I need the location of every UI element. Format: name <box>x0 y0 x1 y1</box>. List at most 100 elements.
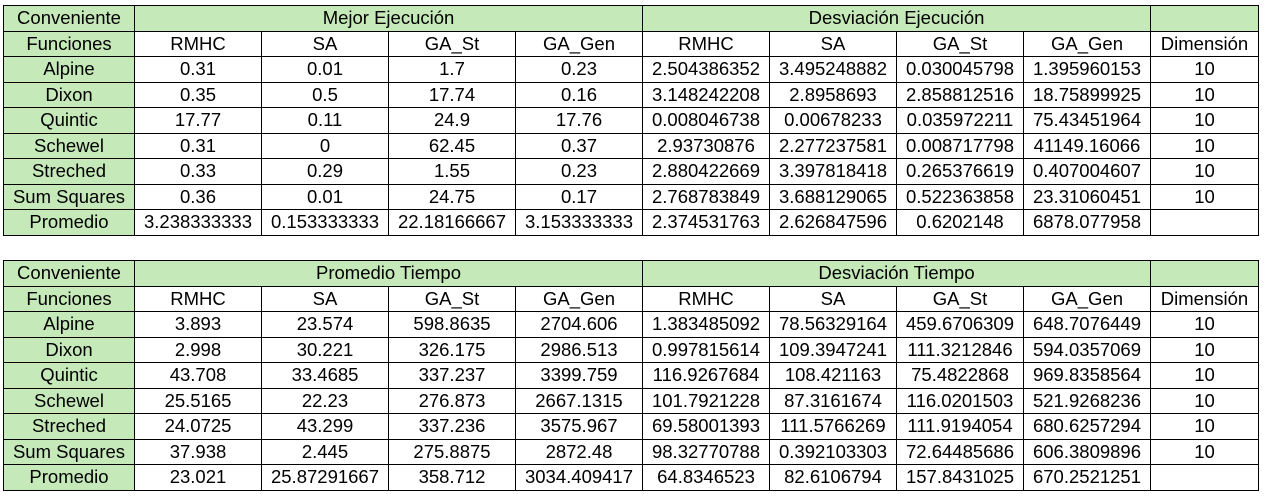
column-header: GA_Gen <box>515 30 643 57</box>
data-cell: 22.23 <box>261 387 389 414</box>
results-table-time: Conveniente Promedio Tiempo Desviación Tie… <box>3 260 1259 491</box>
data-cell: 87.3161674 <box>769 387 897 414</box>
row-label: Streched <box>3 158 135 185</box>
row-header-label: Funciones <box>3 285 135 312</box>
data-cell: 10 <box>1150 183 1259 210</box>
data-cell: 2.445 <box>261 438 389 465</box>
row-label: Sum Squares <box>3 438 135 465</box>
data-cell: 10 <box>1150 81 1259 108</box>
data-cell: 670.2521251 <box>1023 464 1151 491</box>
data-cell: 82.6106794 <box>769 464 897 491</box>
data-cell: 0.37 <box>515 132 643 159</box>
data-cell: 17.76 <box>515 107 643 134</box>
data-cell: 1.383485092 <box>642 311 770 338</box>
data-cell: 0.997815614 <box>642 336 770 363</box>
data-cell: 3.495248882 <box>769 56 897 83</box>
data-cell: 2.374531763 <box>642 209 770 236</box>
table-row: Promedio 23.021 25.87291667 358.712 3034.409… <box>3 464 1259 491</box>
data-cell: 64.8346523 <box>642 464 770 491</box>
data-cell: 0.23 <box>515 158 643 185</box>
column-header: GA_St <box>896 30 1024 57</box>
table-row: Schewel 0.31 0 62.45 0.37 2.93730876 2.2772375… <box>3 132 1259 159</box>
data-cell: 0.33 <box>134 158 262 185</box>
data-cell: 17.74 <box>388 81 516 108</box>
group-header-row: Conveniente Promedio Tiempo Desviación Tie… <box>3 260 1259 287</box>
row-label: Promedio <box>3 464 135 491</box>
row-label: Alpine <box>3 311 135 338</box>
data-cell: 0.17 <box>515 183 643 210</box>
row-label: Sum Squares <box>3 183 135 210</box>
data-cell: 30.221 <box>261 336 389 363</box>
data-cell: 606.3809896 <box>1023 438 1151 465</box>
column-header: RMHC <box>642 30 770 57</box>
data-cell: 0.5 <box>261 81 389 108</box>
table-row: Alpine 3.893 23.574 598.8635 2704.606 1.38348… <box>3 311 1259 338</box>
data-cell: 3.397818418 <box>769 158 897 185</box>
row-label: Quintic <box>3 107 135 134</box>
data-cell: 598.8635 <box>388 311 516 338</box>
data-cell: 0.35 <box>134 81 262 108</box>
data-cell: 1.395960153 <box>1023 56 1151 83</box>
data-cell: 98.32770788 <box>642 438 770 465</box>
column-header: SA <box>261 30 389 57</box>
empty-header-cell <box>1150 5 1259 32</box>
column-header: Dimensión <box>1150 285 1259 312</box>
group-title: Desviación Ejecución <box>642 5 1151 32</box>
data-cell <box>1150 464 1259 491</box>
data-cell: 0.030045798 <box>896 56 1024 83</box>
column-header: GA_St <box>388 285 516 312</box>
row-label: Schewel <box>3 132 135 159</box>
column-header-row: Funciones RMHC SA GA_St GA_Gen RMHC SA GA_St GA_… <box>3 30 1259 57</box>
data-cell: 116.0201503 <box>896 387 1024 414</box>
column-header: GA_St <box>388 30 516 57</box>
data-cell: 25.5165 <box>134 387 262 414</box>
data-cell: 0.01 <box>261 56 389 83</box>
data-cell: 157.8431025 <box>896 464 1024 491</box>
data-cell: 10 <box>1150 158 1259 185</box>
data-cell: 2.858812516 <box>896 81 1024 108</box>
data-cell: 10 <box>1150 438 1259 465</box>
data-cell: 24.0725 <box>134 413 262 440</box>
row-label: Schewel <box>3 387 135 414</box>
data-cell: 10 <box>1150 132 1259 159</box>
data-cell: 3.238333333 <box>134 209 262 236</box>
data-cell: 969.8358564 <box>1023 362 1151 389</box>
row-label: Promedio <box>3 209 135 236</box>
data-cell: 2.626847596 <box>769 209 897 236</box>
data-cell: 10 <box>1150 387 1259 414</box>
row-label: Dixon <box>3 81 135 108</box>
data-cell: 0.16 <box>515 81 643 108</box>
column-header: GA_Gen <box>515 285 643 312</box>
data-cell: 459.6706309 <box>896 311 1024 338</box>
table-row: Sum Squares 0.36 0.01 24.75 0.17 2.768783849 3… <box>3 183 1259 210</box>
data-cell: 0.29 <box>261 158 389 185</box>
data-cell: 116.9267684 <box>642 362 770 389</box>
data-cell: 521.9268236 <box>1023 387 1151 414</box>
data-cell: 3.893 <box>134 311 262 338</box>
data-cell: 108.421163 <box>769 362 897 389</box>
column-header: SA <box>261 285 389 312</box>
data-cell: 72.64485686 <box>896 438 1024 465</box>
group-title: Mejor Ejecución <box>134 5 643 32</box>
table-body: Conveniente Promedio Tiempo Desviación Tie… <box>3 260 1259 491</box>
data-cell: 3.148242208 <box>642 81 770 108</box>
group-title: Promedio Tiempo <box>134 260 643 287</box>
data-cell: 2986.513 <box>515 336 643 363</box>
data-cell: 2704.606 <box>515 311 643 338</box>
data-cell: 0.153333333 <box>261 209 389 236</box>
data-cell: 6878.077958 <box>1023 209 1151 236</box>
data-cell: 648.7076449 <box>1023 311 1151 338</box>
data-cell: 2.277237581 <box>769 132 897 159</box>
column-header: Dimensión <box>1150 30 1259 57</box>
data-cell: 43.708 <box>134 362 262 389</box>
column-header: GA_St <box>896 285 1024 312</box>
data-cell: 10 <box>1150 336 1259 363</box>
column-header: GA_Gen <box>1023 30 1151 57</box>
results-table-execution: Conveniente Mejor Ejecución Desviación Eje… <box>3 5 1259 236</box>
column-header: RMHC <box>134 30 262 57</box>
row-label: Streched <box>3 413 135 440</box>
data-cell: 10 <box>1150 362 1259 389</box>
data-cell: 3.688129065 <box>769 183 897 210</box>
data-cell: 43.299 <box>261 413 389 440</box>
column-header: SA <box>769 285 897 312</box>
